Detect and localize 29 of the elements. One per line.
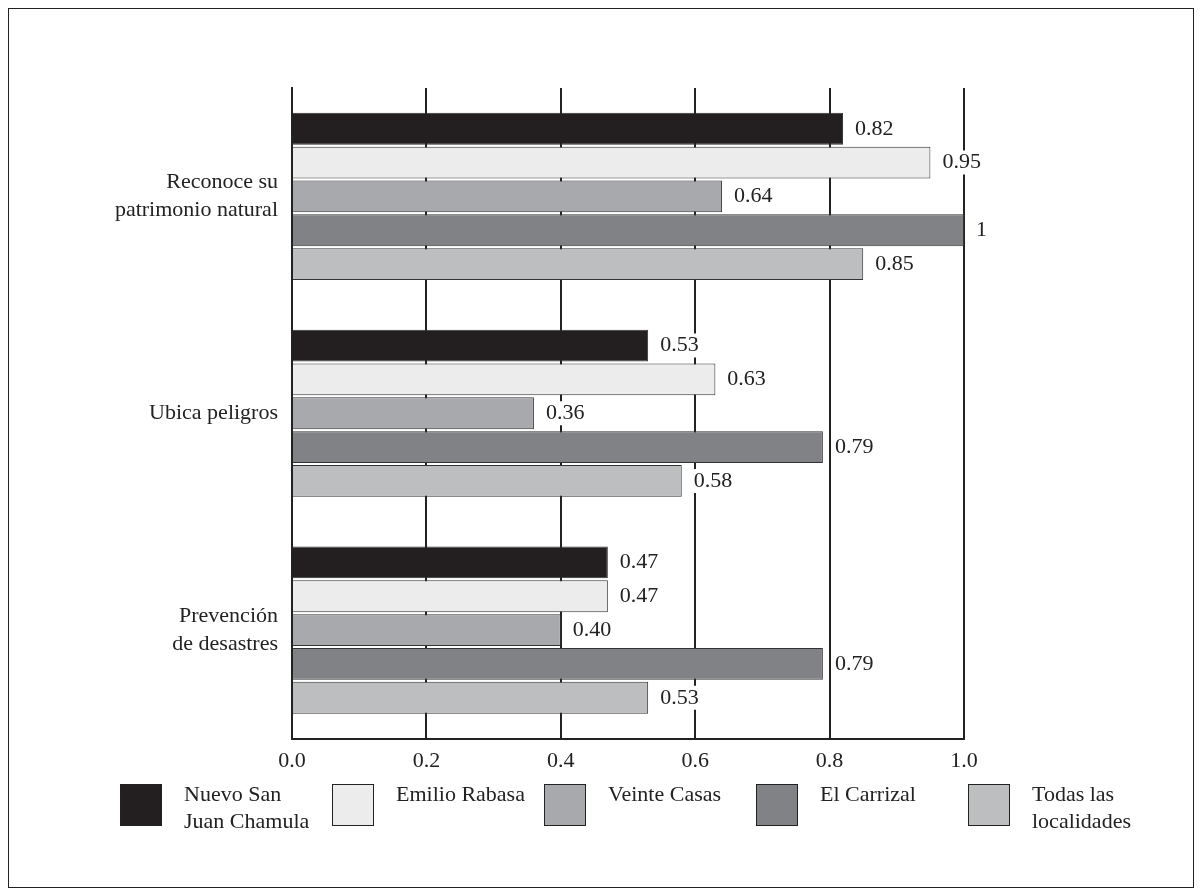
- legend-label: Veinte Casas: [608, 780, 723, 807]
- data-label: 0.40: [572, 615, 612, 641]
- x-tick-label: 0.4: [547, 747, 575, 773]
- data-label: 0.53: [660, 331, 699, 357]
- data-label: 1: [976, 216, 987, 242]
- x-tick-label: 0.2: [412, 747, 441, 773]
- data-label: 0.53: [660, 683, 699, 709]
- data-label: 0.79: [834, 649, 874, 675]
- legend-label: Todas las localidades: [1032, 780, 1132, 834]
- data-label: 0.82: [855, 114, 894, 140]
- y-tick-label: Ubica peligros: [149, 399, 278, 425]
- data-label: 0.85: [875, 249, 914, 275]
- x-tick-label: 0.6: [681, 747, 709, 773]
- data-label: 0.58: [693, 466, 733, 492]
- y-tick-label: Prevención de desastres: [172, 602, 278, 655]
- x-tick-label: 0.8: [815, 747, 844, 773]
- data-label: 0.64: [734, 182, 773, 208]
- data-label: 0.36: [545, 399, 585, 425]
- x-tick-label: 1.0: [950, 747, 978, 773]
- data-label: 0.63: [727, 365, 766, 391]
- x-tick-label: 0.0: [278, 747, 306, 773]
- data-label: 0.95: [942, 148, 981, 174]
- data-label: 0.47: [619, 548, 659, 574]
- legend-label: Emilio Rabasa: [396, 780, 526, 807]
- legend-label: Nuevo San Juan Chamula: [184, 780, 311, 834]
- y-tick-label: Reconoce su patrimonio natural: [114, 168, 278, 221]
- data-label: 0.79: [834, 432, 874, 458]
- data-label: 0.47: [619, 582, 659, 608]
- legend-label: El Carrizal: [820, 780, 917, 807]
